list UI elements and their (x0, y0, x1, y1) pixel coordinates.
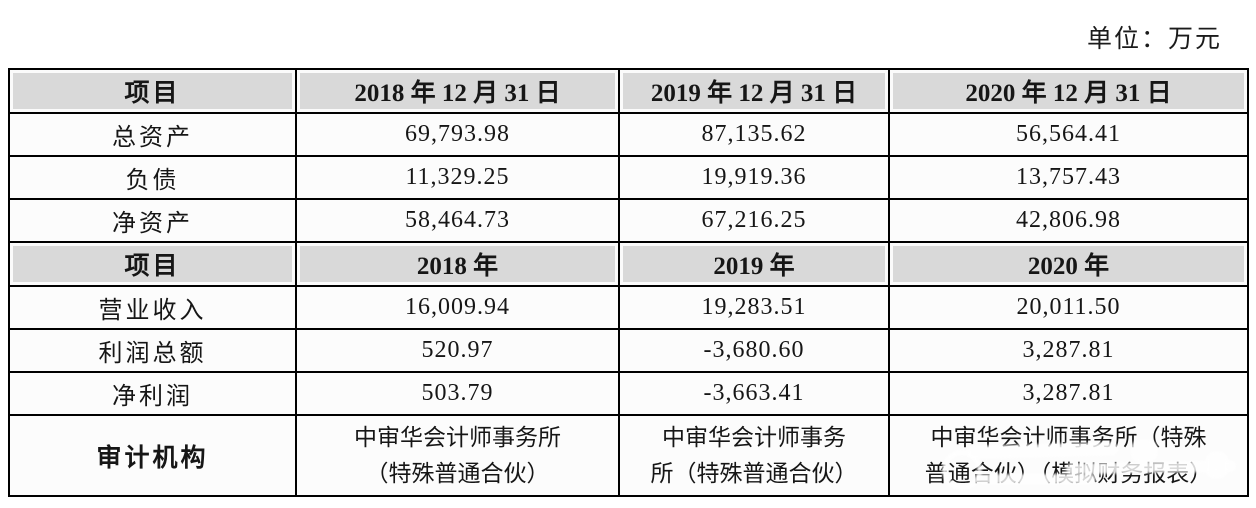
cell-value: 3,287.81 (888, 371, 1249, 416)
cell-value: 520.97 (295, 328, 620, 373)
row-label: 营业收入 (8, 285, 297, 330)
cell-value: -3,680.60 (618, 328, 890, 373)
column-header-item: 项目 (8, 68, 297, 114)
table-row-audit-agency: 审计机构 中审华会计师事务所 （特殊普通合伙） 中审华会计师事务 所（特殊普通合… (8, 413, 1249, 498)
audit-agency-line: （特殊普通合伙） (365, 460, 550, 486)
financial-summary-table: 项目 2018 年 12 月 31 日 2019 年 12 月 31 日 202… (8, 68, 1249, 498)
income-header-row: 项目 2018 年 2019 年 2020 年 (8, 241, 1249, 287)
column-header-item: 项目 (8, 241, 297, 287)
cell-value: 19,283.51 (618, 285, 890, 330)
balance-header-row: 项目 2018 年 12 月 31 日 2019 年 12 月 31 日 202… (8, 68, 1249, 114)
cell-value: 67,216.25 (618, 198, 890, 243)
column-header-date-2019: 2019 年 12 月 31 日 (618, 68, 890, 114)
cell-value: 87,135.62 (618, 112, 890, 157)
cell-value: -3,663.41 (618, 371, 890, 416)
column-header-date-2020: 2020 年 12 月 31 日 (888, 68, 1249, 114)
cell-value: 3,287.81 (888, 328, 1249, 373)
table-row-net-assets: 净资产 58,464.73 67,216.25 42,806.98 (8, 198, 1249, 243)
row-label: 利润总额 (8, 328, 297, 373)
cell-value: 19,919.36 (618, 155, 890, 200)
table-row-total-profit: 利润总额 520.97 -3,680.60 3,287.81 (8, 328, 1249, 373)
cell-value: 58,464.73 (295, 198, 620, 243)
table-row-net-profit: 净利润 503.79 -3,663.41 3,287.81 (8, 371, 1249, 416)
cell-value: 503.79 (295, 371, 620, 416)
cell-value: 11,329.25 (295, 155, 620, 200)
row-label: 净资产 (8, 198, 297, 243)
row-label: 负债 (8, 155, 297, 200)
audit-agency-line: 中审华会计师事务所（特殊 (930, 425, 1207, 450)
audit-agency-line: 中审华会计师事务所 (354, 425, 561, 450)
table-row-operating-revenue: 营业收入 16,009.94 19,283.51 20,011.50 (8, 285, 1249, 330)
column-header-year-2018: 2018 年 (295, 241, 620, 287)
cell-value: 13,757.43 (888, 155, 1249, 200)
cell-value: 56,564.41 (888, 112, 1249, 157)
row-label: 净利润 (8, 371, 297, 416)
audit-agency-line: 普通合伙）（模拟财务报表） (924, 460, 1213, 486)
cell-value: 20,011.50 (888, 285, 1249, 330)
column-header-year-2019: 2019 年 (618, 241, 890, 287)
table-row-total-assets: 总资产 69,793.98 87,135.62 56,564.41 (8, 112, 1249, 157)
table-row-liabilities: 负债 11,329.25 19,919.36 13,757.43 (8, 155, 1249, 200)
cell-value: 16,009.94 (295, 285, 620, 330)
row-label: 总资产 (8, 112, 297, 157)
column-header-date-2018: 2018 年 12 月 31 日 (295, 68, 620, 114)
cell-value: 42,806.98 (888, 198, 1249, 243)
audit-agency-2018: 中审华会计师事务所 （特殊普通合伙） (295, 413, 620, 498)
unit-label: 单位：万元 (1086, 26, 1222, 53)
column-header-year-2020: 2020 年 (888, 241, 1249, 287)
audit-agency-line: 所（特殊普通合伙） (650, 460, 858, 486)
row-label: 审计机构 (8, 413, 297, 498)
audit-agency-2019: 中审华会计师事务 所（特殊普通合伙） (618, 413, 890, 498)
cell-value: 69,793.98 (295, 112, 620, 157)
audit-agency-line: 中审华会计师事务 (662, 425, 846, 450)
audit-agency-2020: 中审华会计师事务所（特殊 普通合伙）（模拟财务报表） (888, 413, 1249, 498)
